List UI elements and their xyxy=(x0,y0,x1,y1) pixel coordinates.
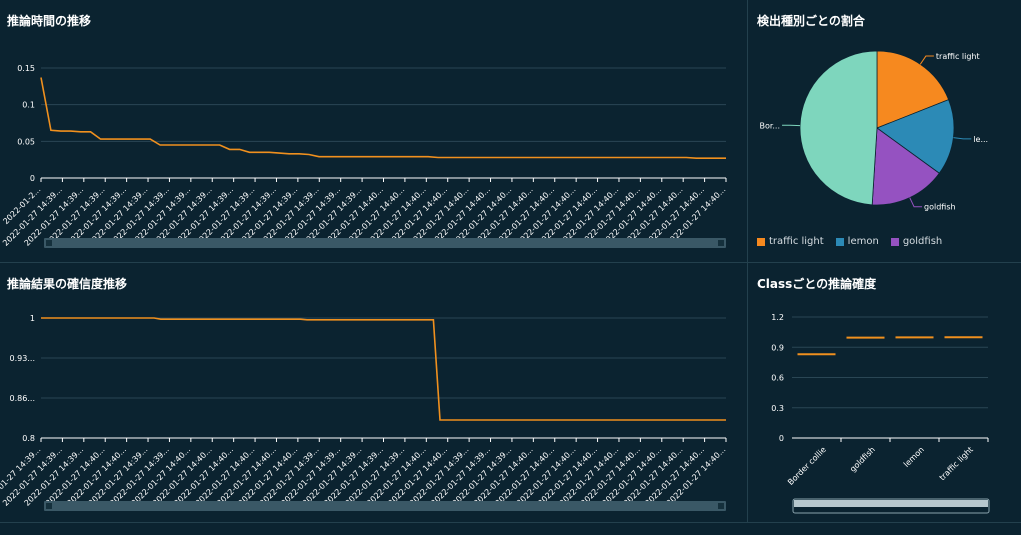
detection-ratio-chart: traffic light le... goldfish Bor... xyxy=(759,50,988,212)
y-tick-label: 0.6 xyxy=(771,374,784,383)
pie-slice xyxy=(799,50,878,206)
class-confidence-chart: 0 0.3 0.6 0.9 1.2 Border collie goldfish lemon t… xyxy=(771,313,990,514)
legend-item-goldfish[interactable]: goldfish xyxy=(890,236,943,247)
detection-ratio-title: 検出種別ごとの割合 xyxy=(757,14,865,28)
pie-slice xyxy=(876,99,955,174)
pie-leader-line xyxy=(919,55,934,65)
pie-slice-label: goldfish xyxy=(924,203,956,212)
legend-swatch xyxy=(890,237,899,246)
y-tick-label: 0.9 xyxy=(771,343,784,352)
y-tick-label: 0.8 xyxy=(22,434,35,443)
y-tick-label: 0.05 xyxy=(17,137,35,146)
legend-label: lemon xyxy=(847,236,879,247)
legend-label: traffic light xyxy=(769,236,824,247)
legend-item-traffic-light[interactable]: traffic light xyxy=(757,236,824,247)
legend-swatch xyxy=(835,237,844,246)
inference-time-title: 推論時間の推移 xyxy=(7,14,92,28)
inference-time-panel: 推論時間の推移 0 0.05 0.1 0.15 2022-01-2... 2022-01-… xyxy=(0,0,747,262)
pie-legend: traffic light lemon goldfish xyxy=(757,236,942,247)
legend-swatch xyxy=(757,237,765,246)
series-line xyxy=(40,77,726,159)
y-tick-label: 0.86... xyxy=(10,394,35,403)
pie-leader-line xyxy=(909,197,923,208)
y-tick-label: 0.1 xyxy=(22,101,35,110)
x-tick-label: traffic light xyxy=(938,445,975,482)
pie-slice xyxy=(876,50,950,129)
y-tick-label: 0.93... xyxy=(10,354,35,363)
y-tick-label: 0.15 xyxy=(17,64,35,73)
scrollbar-handle-left xyxy=(46,240,52,246)
y-tick-label: 1.2 xyxy=(771,313,784,322)
pie-slice xyxy=(871,127,940,206)
pie-slice-label: traffic light xyxy=(936,52,980,61)
scrollbar-handle-right xyxy=(718,503,724,509)
series-line xyxy=(41,317,726,421)
legend-label: goldfish xyxy=(902,236,943,247)
horizontal-divider xyxy=(0,262,1021,263)
scrollbar-track xyxy=(44,501,726,511)
y-tick-label: 0 xyxy=(779,434,784,443)
pie-slice-label: Bor... xyxy=(759,121,780,130)
scrollbar-handle-right xyxy=(718,240,724,246)
x-tick-label: Border collie xyxy=(786,445,828,487)
class-scrollbar-frame xyxy=(792,498,990,514)
confidence-title: 推論結果の確信度推移 xyxy=(7,277,128,291)
class-confidence-title: Classごとの推論確度 xyxy=(757,277,877,291)
pie-slice-label: le... xyxy=(973,135,988,144)
x-tick-label: lemon xyxy=(902,445,926,469)
y-tick-label: 1 xyxy=(30,314,35,323)
pie-leader-line xyxy=(953,137,972,140)
class-confidence-panel: Classごとの推論確度 0 0.3 0.6 0.9 1.2 Border collie g… xyxy=(748,263,1021,522)
y-tick-label: 0.3 xyxy=(771,404,784,413)
y-tick-label: 0 xyxy=(30,174,35,183)
class-scrollbar-thumb xyxy=(794,500,988,507)
vertical-divider xyxy=(747,0,748,523)
scrollbar-track xyxy=(44,238,726,248)
detection-ratio-panel: 検出種別ごとの割合 traffic light le... goldfish Bor.… xyxy=(748,0,1021,262)
legend-item-lemon[interactable]: lemon xyxy=(835,236,879,247)
scrollbar-handle-left xyxy=(46,503,52,509)
bottom-divider xyxy=(0,522,1021,523)
x-tick-label: goldfish xyxy=(848,445,877,474)
confidence-panel: 推論結果の確信度推移 0.8 0.86... 0.93... 1 2022-01-27 … xyxy=(0,263,747,522)
